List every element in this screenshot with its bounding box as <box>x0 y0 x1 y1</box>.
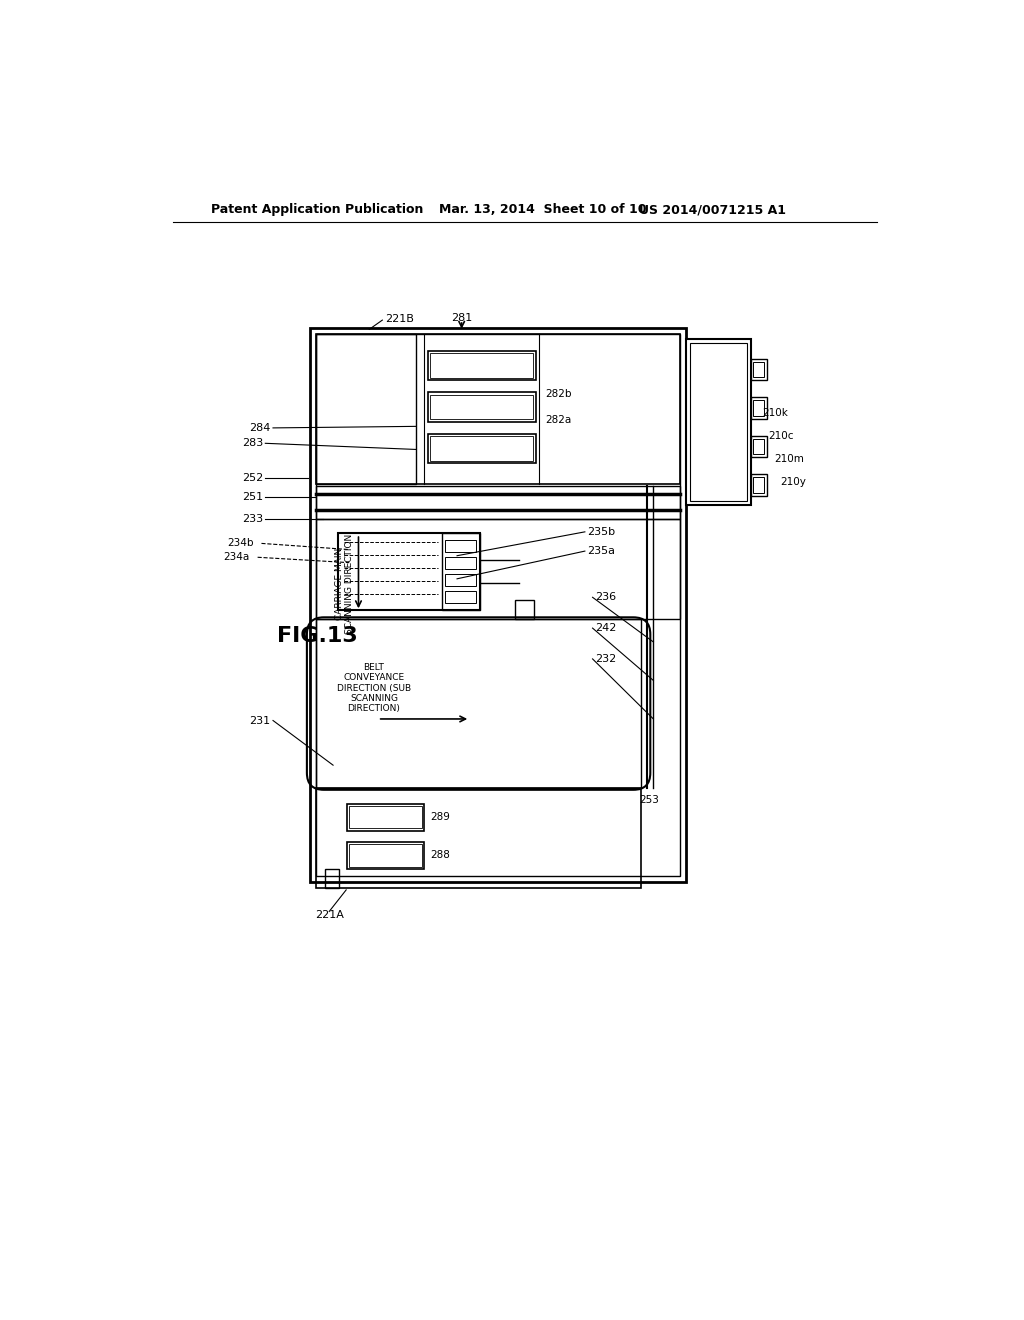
Bar <box>752 397 767 418</box>
Text: 236: 236 <box>595 593 616 602</box>
Bar <box>316 519 680 619</box>
Text: 210k: 210k <box>762 408 787 417</box>
Bar <box>445 591 476 603</box>
Text: 234a: 234a <box>223 552 250 562</box>
Bar <box>752 474 767 496</box>
Bar <box>754 438 764 454</box>
Bar <box>445 557 476 569</box>
Bar <box>347 804 424 830</box>
Text: 251: 251 <box>242 492 263 502</box>
Bar <box>349 845 422 867</box>
Text: 210m: 210m <box>774 454 804 463</box>
Bar <box>754 362 764 378</box>
Text: 283: 283 <box>242 438 263 449</box>
Bar <box>430 395 534 420</box>
Text: 289: 289 <box>430 812 450 822</box>
Bar <box>445 540 476 552</box>
Bar <box>316 486 680 519</box>
Text: 284: 284 <box>249 422 270 433</box>
Bar <box>428 392 536 422</box>
Text: 221A: 221A <box>315 911 344 920</box>
Text: CARRIAGE MAIN
SCANNING DIRECTION: CARRIAGE MAIN SCANNING DIRECTION <box>335 535 354 635</box>
Bar <box>428 351 536 380</box>
Bar <box>316 619 641 788</box>
Text: 252: 252 <box>242 473 263 483</box>
Text: 282a: 282a <box>545 416 571 425</box>
Text: 231: 231 <box>250 715 270 726</box>
Text: 233: 233 <box>242 513 263 524</box>
Text: FIG.13: FIG.13 <box>276 626 357 645</box>
Text: Mar. 13, 2014  Sheet 10 of 10: Mar. 13, 2014 Sheet 10 of 10 <box>438 203 646 216</box>
Text: 232: 232 <box>595 653 616 664</box>
Text: BELT
CONVEYANCE
DIRECTION (SUB
SCANNING
DIRECTION): BELT CONVEYANCE DIRECTION (SUB SCANNING … <box>337 663 411 713</box>
Bar <box>754 400 764 416</box>
Bar <box>754 478 764 492</box>
Bar <box>441 533 480 610</box>
Bar <box>349 807 422 829</box>
Text: 235a: 235a <box>587 546 615 556</box>
Text: 253: 253 <box>640 795 659 805</box>
Bar <box>515 599 535 619</box>
Bar <box>316 788 641 888</box>
Bar <box>316 334 680 876</box>
Text: 288: 288 <box>430 850 450 861</box>
Bar <box>428 434 536 463</box>
Text: 282b: 282b <box>545 389 571 399</box>
Bar <box>689 343 748 502</box>
Text: Patent Application Publication: Patent Application Publication <box>211 203 424 216</box>
Text: 235b: 235b <box>587 527 615 537</box>
Bar <box>338 533 480 610</box>
Bar <box>445 574 476 586</box>
Text: 242: 242 <box>595 623 616 634</box>
Bar <box>310 327 686 882</box>
Bar <box>316 334 680 484</box>
Bar <box>752 436 767 457</box>
Text: 221B: 221B <box>385 314 414 323</box>
Text: 210y: 210y <box>780 477 806 487</box>
Bar <box>430 354 534 378</box>
Text: US 2014/0071215 A1: US 2014/0071215 A1 <box>639 203 785 216</box>
Bar <box>347 842 424 869</box>
Bar <box>316 334 416 484</box>
Bar <box>326 869 339 888</box>
Text: 281: 281 <box>451 313 472 323</box>
Bar <box>752 359 767 380</box>
Text: 234b: 234b <box>227 539 254 548</box>
Bar <box>686 339 752 506</box>
Bar <box>430 437 534 461</box>
Text: 210c: 210c <box>768 430 794 441</box>
